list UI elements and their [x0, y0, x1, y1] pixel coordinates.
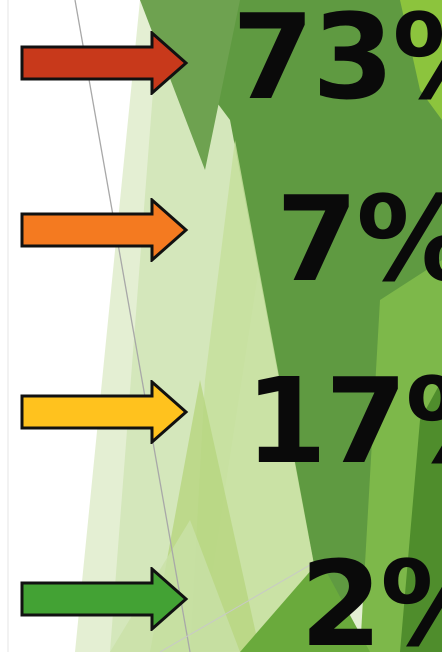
thin-line-1	[74, 0, 191, 652]
dark-facet-top	[140, 0, 442, 650]
red-arrow-icon	[20, 31, 189, 95]
arrow-shape	[20, 198, 189, 262]
arrow-shape	[20, 567, 189, 631]
stat-value-4: 2%	[300, 535, 442, 652]
orange-arrow-icon	[20, 198, 189, 262]
stat-value-2: 7%	[276, 170, 442, 308]
arrow-shape	[20, 380, 189, 444]
thin-line-2	[159, 564, 311, 652]
green-arrow-icon	[20, 567, 189, 631]
right-dark-facet	[400, 380, 442, 652]
bottom-light-facet	[110, 520, 240, 652]
stat-value-1: 73%	[232, 0, 442, 126]
bottom-green-facet	[240, 560, 370, 652]
bright-facet-corner	[400, 0, 442, 120]
arrow-shape	[20, 31, 189, 95]
stat-value-3: 17%	[245, 352, 442, 490]
yellow-arrow-icon	[20, 380, 189, 444]
